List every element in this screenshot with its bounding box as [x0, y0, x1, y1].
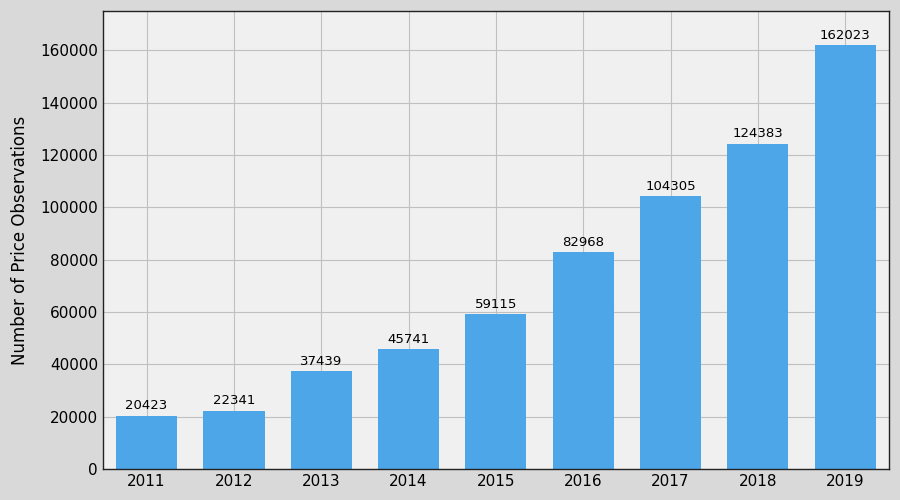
Bar	[291, 371, 352, 469]
Text: 22341: 22341	[212, 394, 255, 407]
Text: 82968: 82968	[562, 236, 604, 249]
Bar	[203, 410, 265, 469]
Bar	[640, 196, 701, 469]
Bar	[814, 45, 876, 469]
Text: 45741: 45741	[388, 333, 429, 346]
Text: 37439: 37439	[300, 355, 342, 368]
Y-axis label: Number of Price Observations: Number of Price Observations	[11, 116, 29, 364]
Text: 59115: 59115	[474, 298, 518, 311]
Bar	[553, 252, 614, 469]
Text: 124383: 124383	[733, 128, 783, 140]
Bar	[727, 144, 788, 469]
Bar	[465, 314, 526, 469]
Text: 20423: 20423	[125, 400, 167, 412]
Bar	[378, 350, 439, 469]
Text: 104305: 104305	[645, 180, 696, 193]
Bar	[116, 416, 177, 469]
Text: 162023: 162023	[820, 29, 870, 42]
